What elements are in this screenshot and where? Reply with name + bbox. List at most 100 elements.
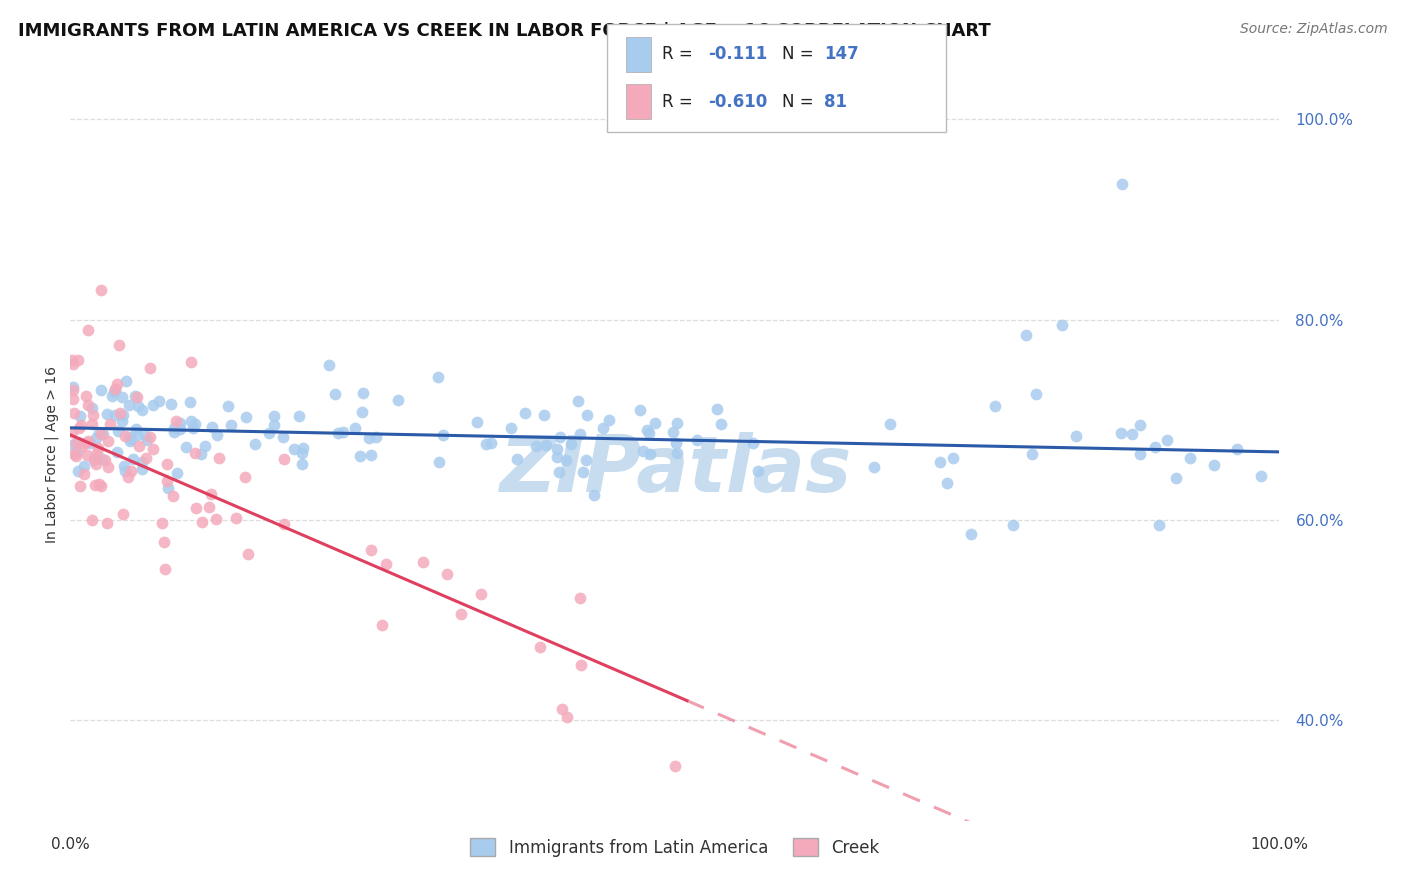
Point — [360, 448, 382, 462]
Point — [90, 283, 111, 297]
Point — [1111, 425, 1133, 440]
Point — [63, 446, 86, 460]
Point — [148, 394, 170, 409]
Text: R =: R = — [662, 93, 699, 111]
Point — [1147, 518, 1170, 533]
Point — [273, 452, 295, 467]
Point — [366, 429, 388, 443]
Point — [107, 377, 129, 392]
Point — [427, 370, 450, 384]
Point — [97, 460, 120, 475]
Point — [111, 390, 134, 404]
Point — [328, 426, 350, 441]
Point — [465, 415, 488, 429]
Point — [568, 591, 591, 606]
Point — [179, 394, 201, 409]
Point — [243, 437, 266, 451]
Point — [117, 398, 139, 412]
Point — [163, 421, 186, 435]
Point — [560, 437, 582, 451]
Point — [291, 457, 314, 471]
Point — [665, 416, 688, 430]
Point — [112, 507, 135, 521]
Point — [644, 416, 666, 430]
Point — [1143, 440, 1166, 454]
Point — [84, 458, 107, 472]
Point — [73, 467, 96, 481]
Point — [89, 477, 111, 491]
Point — [124, 422, 146, 436]
Point — [166, 467, 188, 481]
Point — [271, 429, 294, 443]
Point — [513, 406, 536, 420]
Point — [108, 406, 131, 420]
Point — [75, 436, 97, 450]
Point — [153, 562, 176, 576]
Point — [69, 479, 91, 493]
Point — [84, 478, 107, 492]
Point — [1021, 447, 1043, 461]
Point — [114, 464, 136, 478]
Text: N =: N = — [782, 45, 818, 63]
Point — [208, 450, 231, 465]
Point — [91, 426, 114, 441]
Point — [200, 487, 222, 501]
Point — [128, 439, 150, 453]
Point — [80, 417, 103, 431]
Point — [747, 465, 769, 479]
Point — [592, 421, 614, 435]
Point — [555, 710, 578, 724]
Point — [205, 428, 228, 442]
Point — [104, 383, 127, 397]
Point — [546, 442, 568, 457]
Point — [156, 474, 179, 488]
Point — [569, 657, 592, 672]
Point — [127, 399, 149, 413]
Point — [387, 392, 409, 407]
Point — [499, 421, 522, 435]
Point — [82, 401, 104, 415]
Point — [1129, 417, 1152, 432]
Point — [127, 428, 149, 442]
Point — [165, 414, 187, 428]
Point — [357, 432, 380, 446]
Point — [638, 447, 661, 461]
Point — [706, 402, 728, 417]
Point — [1250, 468, 1272, 483]
Point — [60, 425, 83, 439]
Point — [70, 439, 93, 453]
Point — [136, 434, 159, 448]
Text: IMMIGRANTS FROM LATIN AMERICA VS CREEK IN LABOR FORCE | AGE > 16 CORRELATION CHA: IMMIGRANTS FROM LATIN AMERICA VS CREEK I… — [18, 22, 991, 40]
Point — [598, 413, 620, 427]
Point — [82, 514, 104, 528]
Point — [662, 425, 685, 439]
Y-axis label: In Labor Force | Age > 16: In Labor Force | Age > 16 — [45, 367, 59, 543]
Point — [162, 489, 184, 503]
Point — [114, 429, 136, 443]
Point — [1164, 471, 1187, 485]
Point — [638, 425, 661, 440]
Point — [65, 436, 87, 450]
Point — [470, 587, 492, 601]
Point — [169, 416, 191, 430]
Point — [117, 430, 139, 444]
Point — [104, 382, 127, 396]
Point — [79, 436, 101, 450]
Point — [174, 441, 197, 455]
Point — [219, 418, 242, 433]
Point — [63, 407, 86, 421]
Point — [475, 437, 498, 451]
Point — [343, 421, 366, 435]
Legend: Immigrants from Latin America, Creek: Immigrants from Latin America, Creek — [464, 831, 886, 863]
Point — [180, 355, 202, 369]
Text: 81: 81 — [824, 93, 846, 111]
Point — [575, 453, 598, 467]
Point — [225, 511, 247, 525]
Point — [139, 430, 162, 444]
Point — [181, 421, 204, 435]
Point — [62, 392, 84, 406]
Point — [184, 446, 207, 460]
Point — [90, 479, 112, 493]
Point — [156, 482, 179, 496]
Point — [288, 409, 311, 423]
